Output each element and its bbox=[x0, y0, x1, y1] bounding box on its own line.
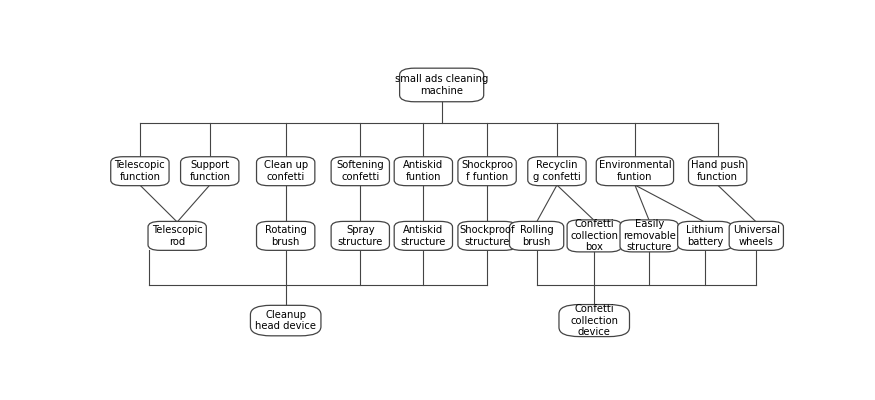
Text: Softening
confetti: Softening confetti bbox=[336, 160, 384, 182]
Text: Shockproo
f funtion: Shockproo f funtion bbox=[461, 160, 513, 182]
FancyBboxPatch shape bbox=[509, 222, 564, 250]
FancyBboxPatch shape bbox=[400, 68, 484, 102]
Text: Spray
structure: Spray structure bbox=[338, 225, 383, 247]
FancyBboxPatch shape bbox=[729, 222, 783, 250]
Text: Cleanup
head device: Cleanup head device bbox=[255, 310, 316, 331]
Text: Confetti
collection
box: Confetti collection box bbox=[570, 219, 619, 252]
FancyBboxPatch shape bbox=[620, 220, 678, 252]
Text: Hand push
function: Hand push function bbox=[690, 160, 745, 182]
FancyBboxPatch shape bbox=[458, 222, 516, 250]
FancyBboxPatch shape bbox=[256, 157, 315, 186]
FancyBboxPatch shape bbox=[677, 222, 732, 250]
FancyBboxPatch shape bbox=[458, 157, 516, 186]
Text: Confetti
collection
device: Confetti collection device bbox=[570, 304, 619, 337]
Text: Rotating
brush: Rotating brush bbox=[265, 225, 306, 247]
FancyBboxPatch shape bbox=[559, 304, 629, 336]
Text: Universal
wheels: Universal wheels bbox=[732, 225, 780, 247]
FancyBboxPatch shape bbox=[689, 157, 747, 186]
Text: Lithium
battery: Lithium battery bbox=[686, 225, 724, 247]
Text: Antiskid
funtion: Antiskid funtion bbox=[403, 160, 444, 182]
FancyBboxPatch shape bbox=[528, 157, 586, 186]
Text: Environmental
funtion: Environmental funtion bbox=[598, 160, 671, 182]
FancyBboxPatch shape bbox=[250, 305, 321, 336]
FancyBboxPatch shape bbox=[331, 157, 389, 186]
Text: Telescopic
function: Telescopic function bbox=[115, 160, 165, 182]
FancyBboxPatch shape bbox=[394, 222, 452, 250]
FancyBboxPatch shape bbox=[331, 222, 389, 250]
FancyBboxPatch shape bbox=[111, 157, 169, 186]
Text: Easily
removable
structure: Easily removable structure bbox=[623, 219, 676, 252]
Text: Support
function: Support function bbox=[189, 160, 230, 182]
FancyBboxPatch shape bbox=[567, 220, 621, 252]
FancyBboxPatch shape bbox=[394, 157, 452, 186]
Text: Rolling
brush: Rolling brush bbox=[520, 225, 554, 247]
Text: Shockproof
structure: Shockproof structure bbox=[459, 225, 514, 247]
FancyBboxPatch shape bbox=[256, 222, 315, 250]
Text: Recyclin
g confetti: Recyclin g confetti bbox=[533, 160, 581, 182]
Text: Clean up
confetti: Clean up confetti bbox=[263, 160, 308, 182]
Text: small ads cleaning
machine: small ads cleaning machine bbox=[395, 74, 488, 96]
Text: Telescopic
rod: Telescopic rod bbox=[152, 225, 203, 247]
FancyBboxPatch shape bbox=[180, 157, 239, 186]
Text: Antiskid
structure: Antiskid structure bbox=[401, 225, 446, 247]
FancyBboxPatch shape bbox=[596, 157, 674, 186]
FancyBboxPatch shape bbox=[148, 222, 206, 250]
